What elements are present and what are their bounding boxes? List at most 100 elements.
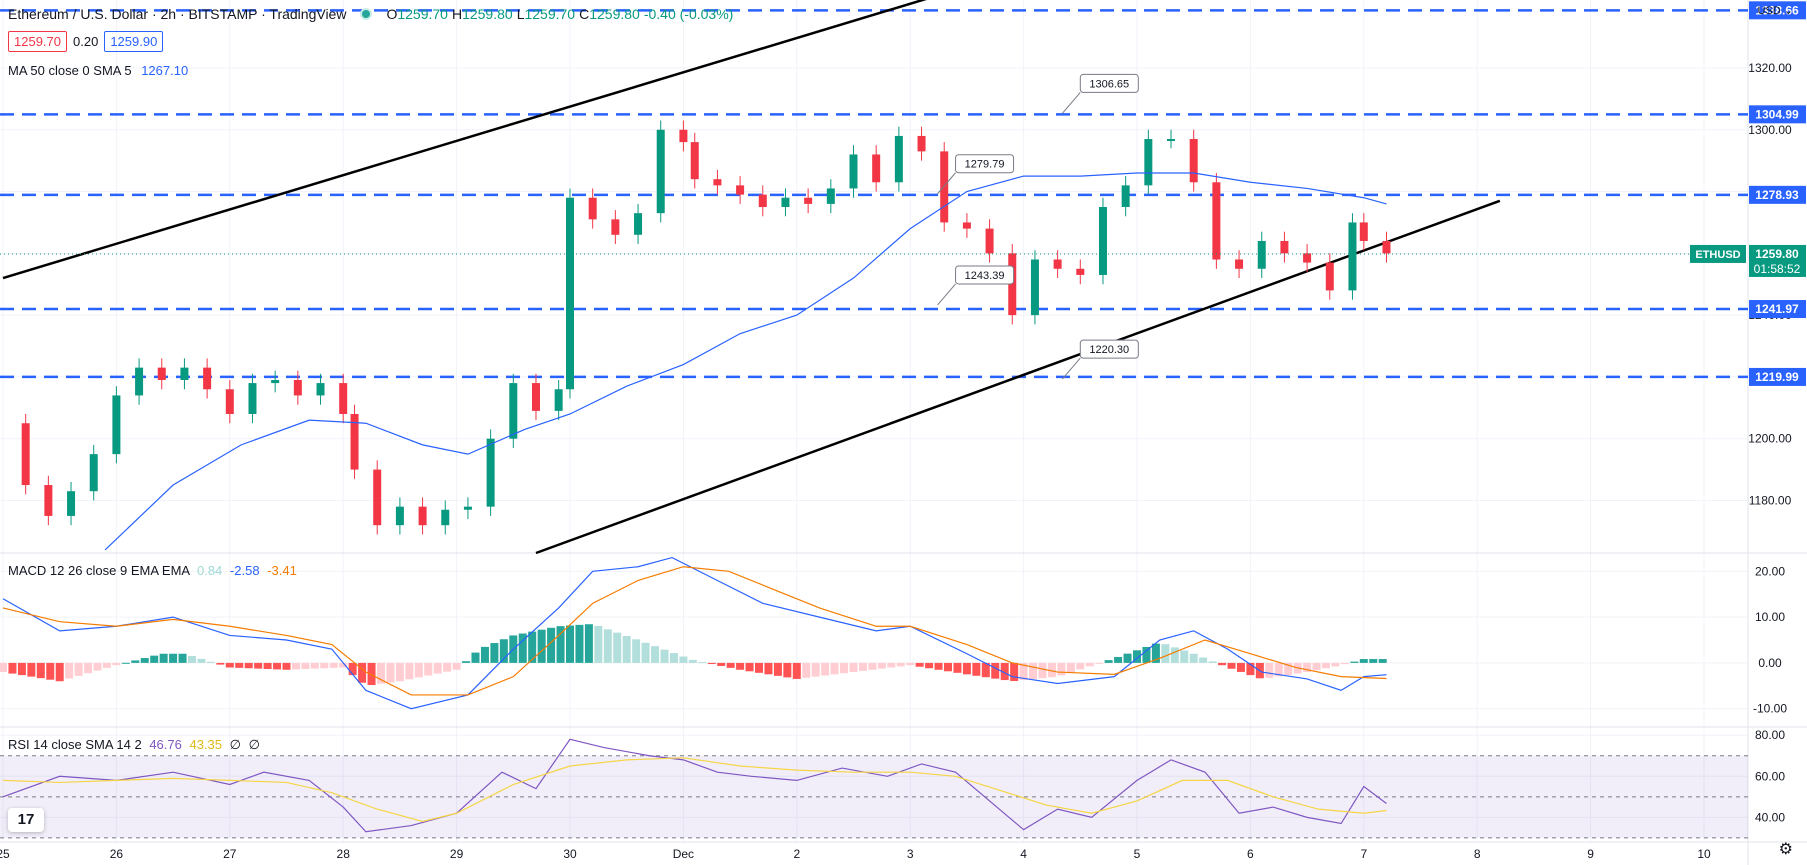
macd-histogram-bar (102, 662, 111, 668)
candle-body (894, 135, 903, 183)
macd-histogram-bar (1123, 653, 1132, 663)
macd-histogram-bar (93, 662, 102, 671)
macd-histogram-bar (471, 652, 480, 663)
x-tick-label: 8 (1474, 847, 1481, 861)
macd-histogram-bar (1151, 643, 1160, 663)
macd-histogram-bar (490, 643, 499, 663)
macd-histogram-bar (27, 662, 36, 677)
ohlc-item: L1259.70 (517, 6, 575, 22)
macd-legend[interactable]: MACD 12 26 close 9 EMA EMA 0.84 -2.58 -3… (8, 563, 297, 578)
macd-label: MACD 12 26 close 9 EMA EMA (8, 563, 190, 578)
y-tick-label: 1300.00 (1748, 123, 1792, 137)
macd-histogram-bar (452, 662, 461, 670)
macd-line-value: -2.58 (229, 563, 260, 578)
macd-histogram-bar (972, 662, 981, 676)
macd-histogram-bar (329, 662, 338, 668)
bid-button[interactable]: 1259.70 (8, 31, 67, 52)
ma-legend[interactable]: MA 50 close 0 SMA 5 1267.10 (8, 63, 188, 78)
chevron-down-icon: ⌄ (1783, 5, 1793, 17)
candle-body (1280, 240, 1289, 254)
price-level-label: 1304.99 (1755, 107, 1799, 121)
price-level-badge (1749, 185, 1806, 204)
macd-histogram-bar (726, 662, 735, 668)
rsi-legend[interactable]: RSI 14 close SMA 14 2 46.76 43.35 ∅ ∅ (8, 737, 260, 753)
candle-body (44, 485, 53, 516)
y-tick-label: 1180.00 (1749, 493, 1792, 507)
candle-body (849, 154, 858, 189)
macd-histogram-bar (36, 662, 45, 679)
currency-label: USD (1757, 5, 1781, 17)
y-tick-label: 10.00 (1755, 610, 1785, 624)
candle-body (656, 129, 665, 214)
currency-selector[interactable]: USD ⌄ (1757, 4, 1793, 17)
macd-histogram-bar (480, 646, 489, 663)
x-tick-label: 4 (1020, 847, 1027, 861)
macd-histogram-bar (499, 639, 508, 663)
price-level-badge (1749, 367, 1806, 386)
ask-button[interactable]: 1259.90 (104, 31, 164, 52)
macd-histogram-bar (1047, 662, 1056, 678)
macd-series-line (2, 556, 1387, 710)
macd-histogram-bar (840, 662, 849, 674)
macd-histogram-bar (301, 662, 310, 669)
callout-connector (1061, 92, 1081, 114)
candle-body (180, 367, 189, 380)
macd-histogram-bar (273, 662, 282, 670)
rsi-extra-1: ∅ (229, 737, 241, 752)
macd-histogram-bar (46, 662, 55, 680)
macd-histogram-bar (150, 655, 159, 663)
macd-histogram-bar (991, 662, 1000, 679)
macd-histogram-bar (395, 662, 404, 682)
macd-histogram-bar (244, 662, 253, 669)
macd-histogram-bar (178, 653, 187, 663)
macd-histogram-bar (320, 662, 329, 669)
macd-histogram-bar (566, 625, 574, 663)
macd-histogram-bar (462, 661, 471, 663)
ohlc-value: 1259.80 (589, 6, 640, 22)
macd-histogram-bar (915, 662, 924, 667)
macd-histogram-bar (121, 662, 130, 664)
candle-body (1053, 259, 1062, 269)
candle-body (566, 197, 574, 390)
candle-body (225, 389, 234, 414)
macd-histogram-bar (556, 626, 565, 663)
price-level-label: 1219.99 (1755, 370, 1799, 384)
macd-histogram-bar (1114, 656, 1123, 663)
candle-body (135, 367, 144, 396)
x-tick-label: 9 (1587, 847, 1594, 861)
candle-body (1076, 268, 1085, 275)
candle-body (112, 395, 121, 455)
callout-connector (937, 172, 956, 195)
price-level-badge (1749, 300, 1806, 319)
macd-histogram-bar (1180, 650, 1189, 663)
macd-histogram-bar (1104, 660, 1113, 663)
macd-histogram-bar (811, 662, 820, 677)
macd-histogram-bar (55, 662, 64, 682)
macd-histogram-bar (745, 662, 754, 672)
macd-histogram-bar (906, 662, 915, 666)
gear-icon[interactable]: ⚙ (1778, 841, 1793, 858)
candle-body (271, 379, 280, 384)
candle-body (350, 413, 359, 470)
callout-box (955, 265, 1015, 285)
macd-histogram-bar (424, 662, 433, 676)
candle-body (373, 469, 382, 526)
tradingview-logo[interactable]: 17 (8, 808, 44, 832)
macd-histogram-bar (1246, 662, 1255, 676)
macd-histogram-bar (1303, 662, 1312, 673)
candle-body (1167, 139, 1176, 142)
macd-histogram-bar (1350, 661, 1359, 663)
macd-histogram-bar (613, 632, 622, 663)
candle-body (67, 491, 76, 516)
macd-histogram-bar (783, 662, 792, 678)
candle-body (804, 197, 813, 204)
candle-body (690, 142, 699, 180)
macd-histogram-bar (858, 662, 867, 671)
macd-histogram-bar (65, 662, 74, 679)
macd-histogram-bar (8, 662, 17, 674)
ohlc-value: 1259.80 (462, 6, 513, 22)
macd-histogram-bar (1265, 662, 1274, 678)
macd-histogram-bar (1331, 662, 1340, 667)
y-tick-label: 40.00 (1755, 810, 1785, 824)
